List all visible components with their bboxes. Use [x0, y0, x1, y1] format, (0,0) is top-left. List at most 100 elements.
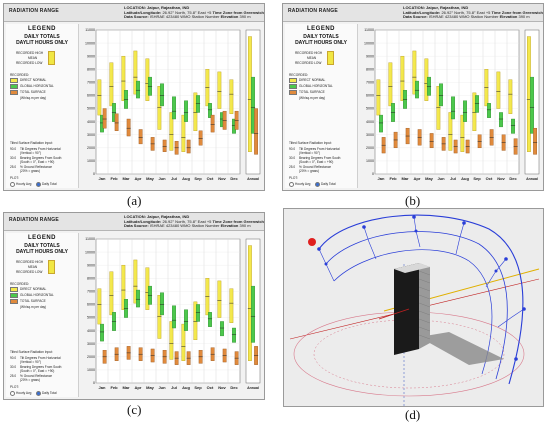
- daily-total-radio[interactable]: [36, 391, 41, 396]
- range-bar: [439, 83, 443, 107]
- range-bar: [97, 79, 102, 116]
- y-tick-label: 7000: [366, 81, 374, 85]
- range-bar: [184, 100, 188, 122]
- location-block: LOCATION: Jaipur, Rajasthan, IND Latitud…: [403, 5, 544, 20]
- surface-normal: [378, 308, 410, 320]
- x-tick-label: Aug: [182, 176, 190, 181]
- bearing-input[interactable]: 30.0: [289, 156, 296, 160]
- x-tick-label: Nov: [218, 385, 226, 390]
- radiation-panel-c: RADIATION RANGE LOCATION: Jaipur, Rajast…: [3, 212, 265, 400]
- range-bar: [460, 114, 465, 152]
- x-tick-label: Nov: [218, 176, 226, 181]
- timezone-label: Time Zone from Greenwich: [491, 9, 544, 15]
- sun-position-marker: [324, 262, 328, 266]
- tilt-hint: (Vertical = 90°): [299, 151, 321, 155]
- tilted-surface-header: Tilted Surface Radiation Input:: [10, 350, 53, 354]
- total-surface-label: TOTAL SURFACE: [20, 299, 46, 303]
- range-bar: [463, 100, 467, 122]
- tilt-input[interactable]: 90.0: [289, 147, 296, 151]
- y-tick-label: 0: [93, 172, 95, 176]
- range-bar: [511, 118, 515, 134]
- daily-total-radio[interactable]: [36, 182, 41, 187]
- bearing-text: Bearing Degrees From South: [20, 156, 62, 160]
- source-value: ISHRAE: [428, 14, 444, 20]
- x-tick-label: Jul: [171, 176, 177, 181]
- x-tick-label: Aug: [182, 385, 190, 390]
- global-horizontal-swatch: [10, 84, 18, 89]
- reflectance-input[interactable]: 25.0: [10, 165, 17, 169]
- tilt-input[interactable]: 90.0: [10, 147, 17, 151]
- range-bar: [133, 50, 138, 95]
- sun-path-arc-outer: [318, 214, 524, 385]
- tilt-text: Tilt Degrees From Horizontal: [20, 356, 61, 360]
- range-bar: [126, 118, 131, 137]
- tilt-hint: (Vertical = 90°): [20, 151, 42, 155]
- elevation-value: 390 m: [518, 14, 530, 20]
- global-horizontal-label: GLOBAL HORIZONTAL: [20, 84, 54, 88]
- legend-range-bar-icon: [48, 51, 55, 65]
- y-tick-label: 6000: [366, 94, 374, 98]
- reflectance-input[interactable]: 25.0: [289, 165, 296, 169]
- building-side-face: [419, 263, 430, 349]
- legend-range-bar-icon: [327, 51, 334, 65]
- app-title: RADIATION RANGE: [9, 217, 59, 223]
- range-bar: [157, 295, 162, 339]
- range-bar: [196, 304, 200, 322]
- daily-total-radio[interactable]: [315, 182, 320, 187]
- timezone-value: +5: [485, 9, 491, 15]
- bearing-input[interactable]: 30.0: [10, 365, 17, 369]
- legend-title: LEGEND: [27, 235, 56, 241]
- range-bar: [451, 96, 455, 120]
- x-tick-label: Oct: [207, 385, 214, 390]
- y-tick-label: 11000: [364, 28, 374, 32]
- range-bar: [254, 108, 258, 155]
- x-tick-label: Oct: [207, 176, 214, 181]
- x-tick-label: Apr: [135, 176, 142, 181]
- range-bar: [533, 127, 537, 155]
- y-tick-label: 7000: [87, 81, 95, 85]
- x-tick-label: Jan: [99, 176, 106, 181]
- range-bar: [198, 130, 203, 146]
- source-label: Data Source:: [124, 14, 149, 20]
- y-tick-label: 1000: [366, 159, 374, 163]
- tilted-surface-header: Tilted Surface Radiation Input:: [10, 141, 53, 145]
- x-tick-label: Annual: [247, 386, 259, 390]
- x-tick-label: Jul: [171, 385, 177, 390]
- x-tick-label: Feb: [110, 176, 118, 181]
- plot-label: PLOT:: [289, 176, 298, 180]
- hourly-avg-radio[interactable]: [10, 391, 15, 396]
- reflectance-input[interactable]: 25.0: [10, 374, 17, 378]
- legend-daily-totals: DAILY TOTALS: [303, 34, 339, 40]
- sun-position-marker: [414, 229, 418, 233]
- building-front-face: [394, 263, 419, 355]
- hourly-avg-radio[interactable]: [289, 182, 294, 187]
- legend-daylit-hours: DAYLIT HOURS ONLY: [16, 249, 68, 255]
- tilt-input[interactable]: 90.0: [10, 356, 17, 360]
- station-value: 423480 WMO Station Number: [165, 223, 220, 229]
- location-value: Jaipur, Rajasthan, IND: [147, 214, 190, 219]
- sun-position-marker: [412, 215, 416, 219]
- caption-b: (b): [405, 193, 421, 208]
- range-bar: [217, 71, 222, 109]
- range-bar: [508, 79, 513, 114]
- y-tick-label: 6000: [87, 303, 95, 307]
- tilt-hint: (Vertical = 90°): [20, 360, 42, 364]
- hourly-avg-label: Hourly Avg: [16, 391, 32, 395]
- bearing-input[interactable]: 30.0: [10, 156, 17, 160]
- range-bar: [400, 55, 405, 101]
- y-tick-label: 8000: [87, 67, 95, 71]
- hourly-avg-radio[interactable]: [10, 182, 15, 187]
- sun-position-marker: [362, 225, 366, 229]
- y-tick-label: 6000: [87, 94, 95, 98]
- panel-titlebar: RADIATION RANGE LOCATION: Jaipur, Rajast…: [4, 4, 264, 22]
- range-bar: [475, 95, 479, 113]
- range-bar: [415, 80, 419, 99]
- range-bar: [97, 288, 102, 325]
- range-bar: [530, 76, 534, 134]
- y-tick-label: 5000: [87, 107, 95, 111]
- x-tick-label: May: [146, 385, 155, 390]
- elevation-label: Elevation: [499, 14, 518, 20]
- y-tick-label: 8000: [87, 276, 95, 280]
- location-value: Jaipur, Rajasthan, IND: [147, 5, 190, 10]
- legend-daylit-hours: DAYLIT HOURS ONLY: [295, 40, 347, 46]
